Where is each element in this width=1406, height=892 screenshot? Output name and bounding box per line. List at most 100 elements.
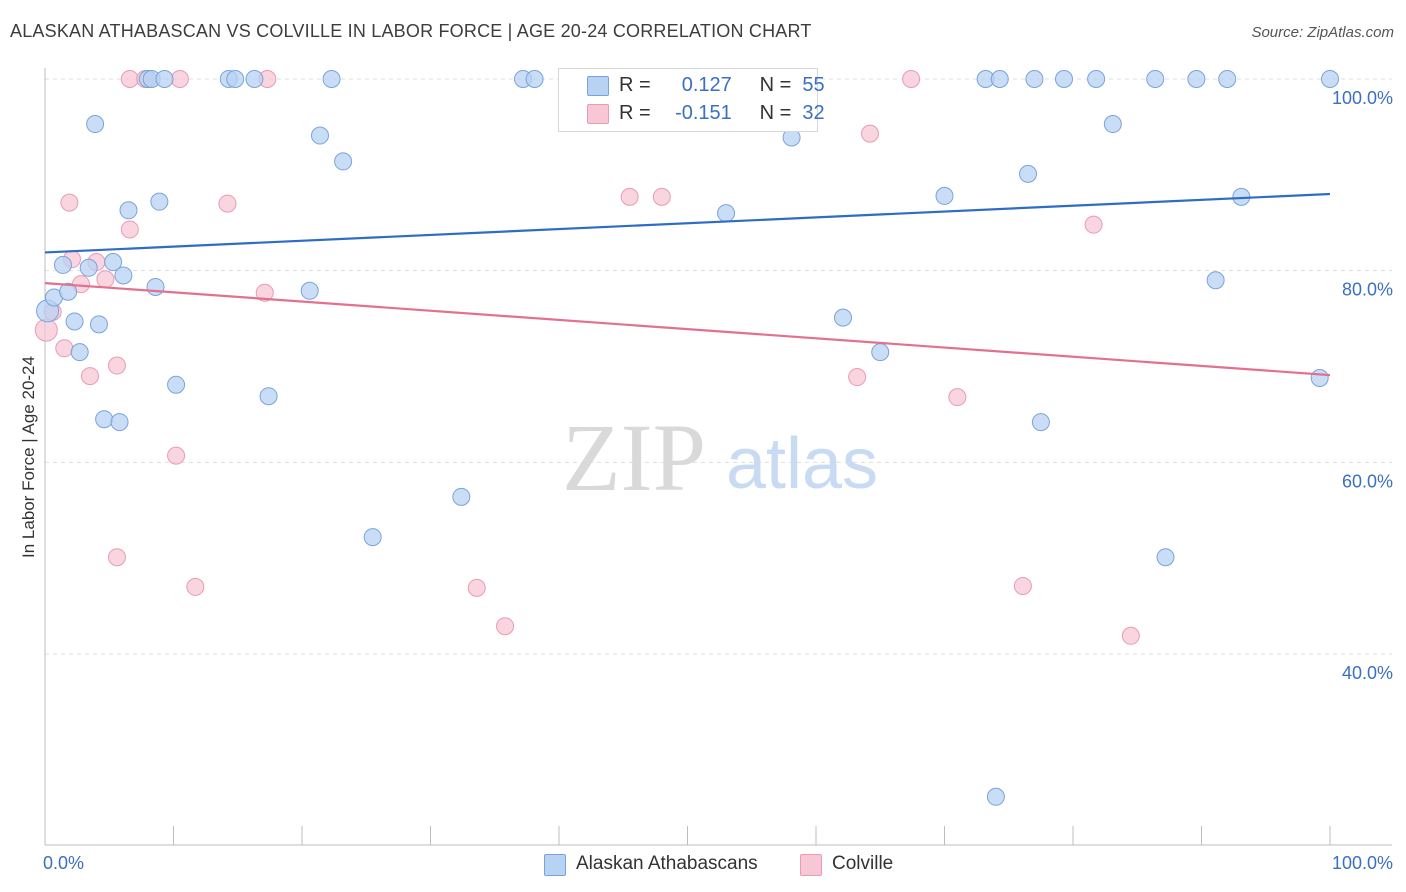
colville-point [120,220,139,239]
colville-trend-line [44,282,1331,377]
athabascan-point [1187,70,1206,88]
athabascan-point [986,787,1005,806]
athabascan-point [155,70,174,88]
colville-point [948,388,967,407]
colville-point [652,187,671,206]
colville-points [34,70,1140,645]
chart-title: ALASKAN ATHABASCAN VS COLVILLE IN LABOR … [10,21,812,41]
athabascan-point [310,126,329,145]
y-tick-label: 100.0% [1332,88,1393,108]
athabascan-point [300,281,319,300]
legend-stats-pink: R = -0.151 N = 32 [619,101,825,124]
athabascan-trend-line [44,192,1331,254]
colville-point [255,283,274,302]
athabascan-point [1087,70,1106,88]
athabascan-point [65,312,84,331]
legend-swatch-blue [587,76,609,96]
athabascan-point [1156,548,1175,567]
athabascan-point [1310,369,1329,387]
x-tick-label: 100.0% [1332,853,1393,873]
athabascan-point [86,115,105,134]
athabascan-point [104,253,123,272]
colville-point [167,446,186,465]
y-tick-label: 40.0% [1342,663,1393,683]
athabascan-point [1321,70,1339,88]
athabascan-point [119,201,138,220]
colville-point [467,578,486,597]
y-tick-label: 60.0% [1342,471,1393,491]
tick-labels: 40.0% 60.0% 80.0% 100.0% 0.0% 100.0% [43,88,1393,873]
athabascan-point [114,266,133,285]
colville-point [620,187,639,206]
colville-point [96,270,115,289]
colville-point [55,339,74,358]
athabascan-point [110,413,129,432]
athabascan-point [717,204,736,223]
legend-label-colville: Colville [832,853,894,874]
colville-point [218,194,237,213]
athabascan-point [70,343,89,362]
watermark-zip: ZIP [562,404,706,511]
athabascan-point [1218,70,1237,88]
colville-point [170,70,189,88]
legend-label-athabascans: Alaskan Athabascans [576,853,758,874]
athabascan-point [363,528,382,547]
athabascan-point [146,277,165,296]
athabascan-point [990,70,1009,88]
athabascan-point [1019,164,1038,183]
colville-point [80,367,99,386]
colville-point [848,368,867,387]
colville-point [860,124,879,143]
colville-point [1084,215,1103,234]
grid-lines [45,78,1392,655]
athabascan-point [1055,70,1074,88]
colville-point [496,617,515,636]
legend-stats-blue: R = 0.127 N = 55 [619,73,825,96]
colville-point [120,70,139,88]
athabascan-point [95,410,114,429]
colville-point [34,318,58,342]
colville-point [1013,576,1032,595]
athabascan-point [1025,70,1044,88]
athabascan-point [245,70,264,88]
athabascan-point [226,70,245,88]
athabascan-point [53,255,72,274]
stats-legend: R = 0.127 N = 55 R = -0.151 N = 32 [558,68,825,132]
athabascan-point [167,375,186,394]
athabascan-point [525,70,544,88]
athabascan-point [322,70,341,88]
legend-item-athabascans: Alaskan Athabascans [544,852,784,878]
axes [44,68,1392,846]
trend-lines [44,192,1331,377]
athabascan-point [1146,70,1165,88]
athabascan-point [59,282,78,301]
legend-swatch-pink [587,104,609,124]
y-axis-label: In Labor Force | Age 20-24 [19,356,38,558]
athabascan-point [833,308,852,327]
source-label: Source: ZipAtlas.com [1251,24,1394,41]
colville-point [902,70,921,88]
y-tick-label: 80.0% [1342,280,1393,300]
legend-swatch-colville [800,854,822,876]
athabascan-point [1031,413,1050,432]
legend-swatch-athabascans [544,854,566,876]
athabascan-point [259,387,278,406]
colville-point [107,356,126,375]
colville-point [107,548,126,567]
colville-point [1121,626,1140,645]
legend-item-colville: Colville [800,852,920,878]
athabascan-point [79,258,98,277]
colville-point [186,577,205,596]
watermark-atlas: atlas [726,424,878,504]
athabascan-point [452,487,471,506]
athabascan-point [150,192,169,211]
athabascan-point [334,152,353,171]
athabascan-point [1103,115,1122,134]
athabascan-point [935,186,954,205]
athabascan-point [871,343,890,362]
athabascan-point [89,315,108,334]
colville-point [60,193,79,212]
athabascan-point [1206,271,1225,290]
x-tick-label: 0.0% [43,853,84,873]
